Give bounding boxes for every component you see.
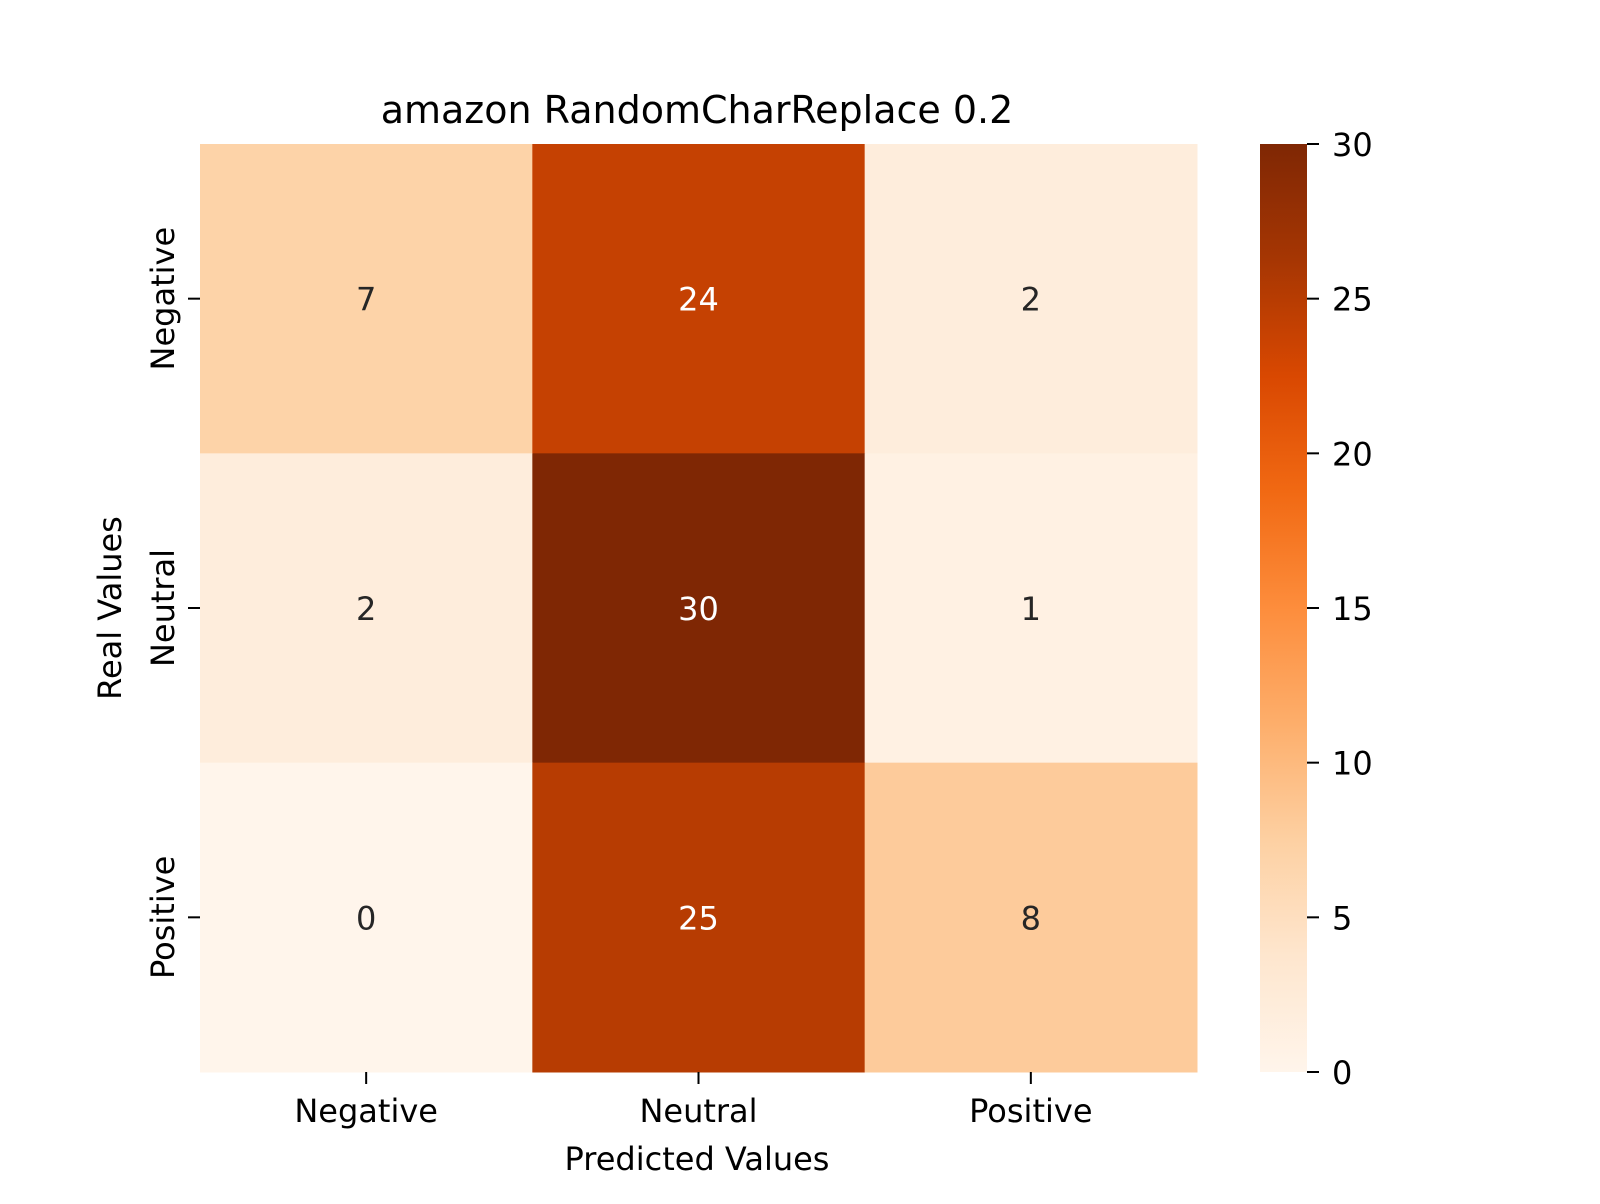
colorbar-gradient (1260, 144, 1307, 1072)
heatmap-cell (864, 453, 1198, 764)
x-axis-label: Predicted Values (565, 1140, 830, 1178)
heatmap-cell-value: 2 (356, 590, 376, 628)
colorbar-tick-label: 30 (1332, 126, 1373, 164)
heatmap-cell (532, 453, 866, 764)
colorbar-tick-label: 15 (1332, 590, 1373, 628)
heatmap-cell-value: 7 (356, 281, 376, 319)
colorbar-tick-label: 5 (1332, 899, 1352, 937)
colorbar-tick-label: 20 (1332, 435, 1373, 473)
y-tick-label: Neutral (144, 549, 182, 667)
heatmap-cell (864, 762, 1198, 1073)
y-tick-label: Positive (144, 856, 182, 979)
colorbar: 0 5 10 15 20 25 30 (1260, 126, 1373, 1092)
heatmap-cell (532, 762, 866, 1073)
chart-title: amazon RandomCharReplace 0.2 (381, 88, 1014, 132)
x-tick-label: Positive (969, 1092, 1092, 1130)
heatmap-cells (200, 144, 1198, 1073)
heatmap-cell (200, 144, 533, 454)
heatmap-cell-value: 2 (1021, 281, 1041, 319)
colorbar-tick-label: 25 (1332, 281, 1373, 319)
heatmap-cell-value: 30 (678, 590, 719, 628)
heatmap-cell-value: 25 (678, 899, 719, 937)
x-tick-label: Neutral (639, 1092, 757, 1130)
heatmap-cell (864, 144, 1198, 454)
x-tick-label: Negative (294, 1092, 438, 1130)
y-axis-label: Real Values (91, 516, 129, 700)
colorbar-tick-label: 0 (1332, 1054, 1352, 1092)
y-tick-label: Negative (144, 227, 182, 371)
heatmap-cell (200, 453, 533, 764)
heatmap-cell-value: 8 (1021, 899, 1041, 937)
heatmap-cell-value: 1 (1021, 590, 1041, 628)
x-axis: Negative Neutral Positive (294, 1072, 1093, 1130)
colorbar-tick-label: 10 (1332, 745, 1373, 783)
heatmap-cell (200, 762, 533, 1073)
y-axis: Negative Neutral Positive (144, 227, 200, 979)
heatmap-cell (532, 144, 866, 454)
heatmap-cell-value: 0 (356, 899, 376, 937)
heatmap-cell-value: 24 (678, 281, 719, 319)
heatmap-cell-labels: 7 24 2 2 30 1 0 25 8 (356, 281, 1041, 938)
